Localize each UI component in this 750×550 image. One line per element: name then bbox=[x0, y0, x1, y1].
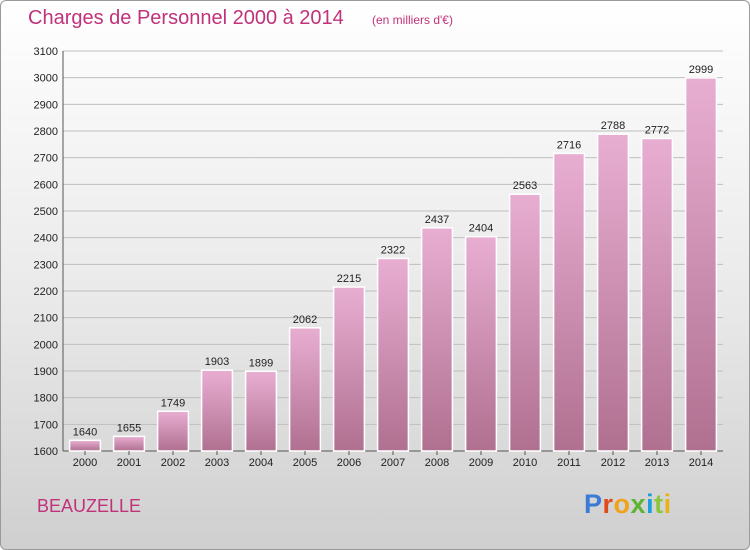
y-tick-label: 2400 bbox=[34, 233, 58, 245]
bar-value-label: 1655 bbox=[117, 422, 141, 434]
x-tick-label: 2010 bbox=[513, 457, 537, 469]
y-tick-label: 2000 bbox=[34, 339, 58, 351]
bar-value-label: 2437 bbox=[425, 214, 449, 226]
x-tick-label: 2004 bbox=[249, 457, 273, 469]
logo-letter: i bbox=[646, 489, 655, 519]
y-tick-label: 2200 bbox=[34, 286, 58, 298]
bar bbox=[200, 369, 234, 452]
chart-title: Charges de Personnel 2000 à 2014 bbox=[28, 7, 344, 29]
logo-letter: o bbox=[613, 489, 631, 519]
x-tick-label: 2000 bbox=[73, 457, 97, 469]
x-tick-label: 2007 bbox=[381, 457, 405, 469]
commune-name: BEAUZELLE bbox=[37, 496, 142, 516]
bar bbox=[464, 235, 498, 452]
bar-value-label: 1899 bbox=[249, 357, 273, 369]
bar-value-label: 2772 bbox=[645, 124, 669, 136]
bar bbox=[552, 152, 586, 452]
y-tick-label: 2800 bbox=[34, 126, 58, 138]
chart-subtitle: (en milliers d'€) bbox=[372, 13, 453, 27]
bar-value-label: 2215 bbox=[337, 273, 361, 285]
x-tick-label: 2005 bbox=[293, 457, 317, 469]
bar bbox=[68, 439, 102, 452]
y-tick-label: 1700 bbox=[34, 419, 58, 431]
bar-value-label: 2563 bbox=[513, 180, 537, 192]
bar-value-label: 2716 bbox=[557, 139, 581, 151]
y-tick-label: 3000 bbox=[34, 73, 58, 85]
x-tick-label: 2009 bbox=[469, 457, 493, 469]
y-tick-label: 1600 bbox=[34, 446, 58, 458]
x-tick-label: 2012 bbox=[601, 457, 625, 469]
logo-letter: P bbox=[584, 489, 603, 519]
y-tick-label: 2100 bbox=[34, 313, 58, 325]
bar bbox=[332, 286, 366, 452]
y-tick-label: 2300 bbox=[34, 259, 58, 271]
bar-value-label: 2788 bbox=[601, 120, 625, 132]
x-tick-label: 2013 bbox=[645, 457, 669, 469]
bar-value-label: 2322 bbox=[381, 244, 405, 256]
x-tick-label: 2011 bbox=[557, 457, 581, 469]
bar bbox=[112, 435, 146, 452]
proxiti-logo: Proxiti bbox=[584, 489, 672, 520]
y-tick-label: 2500 bbox=[34, 206, 58, 218]
bar bbox=[288, 327, 322, 452]
x-tick-label: 2001 bbox=[117, 457, 141, 469]
x-tick-label: 2008 bbox=[425, 457, 449, 469]
bar-value-label: 1749 bbox=[161, 397, 185, 409]
bar-value-label: 1640 bbox=[73, 426, 97, 438]
logo-letter: i bbox=[663, 489, 672, 519]
y-tick-label: 2900 bbox=[34, 99, 58, 111]
bar bbox=[640, 137, 674, 452]
bar bbox=[508, 193, 542, 452]
logo-letter: t bbox=[654, 489, 664, 519]
x-tick-label: 2003 bbox=[205, 457, 229, 469]
y-tick-label: 2700 bbox=[34, 153, 58, 165]
bar bbox=[244, 370, 278, 452]
bar bbox=[684, 77, 718, 452]
bar-value-label: 2999 bbox=[689, 64, 713, 76]
logo-letter: x bbox=[630, 489, 647, 519]
bar-value-label: 1903 bbox=[205, 356, 229, 368]
bar bbox=[376, 257, 410, 452]
x-tick-label: 2002 bbox=[161, 457, 185, 469]
y-tick-label: 3100 bbox=[34, 46, 58, 58]
bar-value-label: 2062 bbox=[293, 314, 317, 326]
bar-value-label: 2404 bbox=[469, 223, 493, 235]
bar bbox=[420, 227, 454, 452]
logo-letter: r bbox=[602, 489, 614, 519]
x-tick-label: 2006 bbox=[337, 457, 361, 469]
bar bbox=[156, 410, 190, 452]
bar bbox=[596, 133, 630, 452]
y-tick-label: 1800 bbox=[34, 393, 58, 405]
y-tick-label: 1900 bbox=[34, 366, 58, 378]
x-tick-label: 2014 bbox=[689, 457, 713, 469]
y-tick-label: 2600 bbox=[34, 179, 58, 191]
